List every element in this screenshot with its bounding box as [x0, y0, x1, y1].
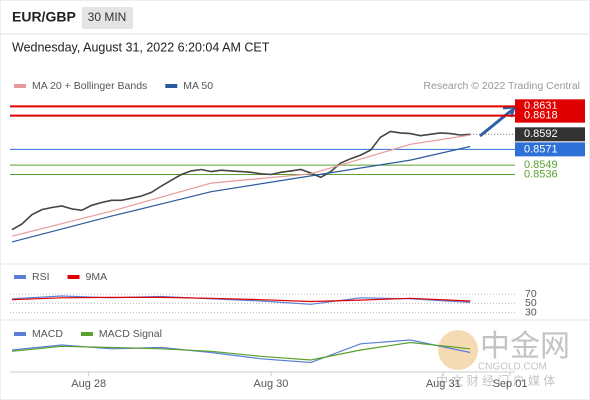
y-tick-label: 30 [525, 306, 537, 318]
y-tick-label: 70 [525, 288, 537, 300]
legend-label: MA 20 + Bollinger Bands [32, 80, 147, 92]
level-label: 0.8536 [524, 168, 558, 180]
legend-swatch [67, 275, 80, 279]
interval: 30 MIN [88, 10, 127, 24]
date: Wednesday, August 31, 2022 6:20:04 AM CE… [12, 40, 270, 54]
legend-label: MACD [32, 328, 63, 340]
series-line [11, 130, 471, 231]
symbol: EUR/GBP [12, 9, 76, 25]
x-tick-label: Sep 01 [493, 378, 528, 390]
legend-swatch [14, 332, 26, 336]
series-line [11, 134, 471, 237]
legend-swatch [14, 84, 26, 88]
x-tick-label: Aug 30 [254, 378, 289, 390]
series-line [11, 341, 471, 361]
last-price-box [515, 127, 585, 142]
legend-label: MA 50 [183, 80, 213, 92]
last-price-label: 0.8592 [524, 128, 558, 140]
credit: Research © 2022 Trading Central [423, 80, 580, 92]
legend-swatch [14, 275, 26, 279]
series-line [11, 295, 471, 305]
x-tick-label: Aug 31 [426, 378, 461, 390]
y-tick-label: 50 [525, 297, 537, 309]
level-label: 0.8571 [524, 143, 558, 155]
interval-badge [82, 7, 133, 29]
series-line [11, 296, 471, 303]
watermark-site: CNGOLD.COM [478, 362, 547, 373]
series-line [11, 145, 471, 243]
legend-label: MACD Signal [99, 328, 162, 340]
watermark-name: 中金网 [480, 330, 570, 363]
legend-swatch [80, 332, 93, 336]
watermark-slogan: 中 文 财 经 门 户 媒 体 [436, 373, 555, 388]
level-label: 0.8549 [524, 159, 558, 171]
legend-label: 9MA [86, 271, 108, 283]
watermark: 中金网 CNGOLD.COM 中 文 财 经 门 户 媒 体 [436, 330, 570, 388]
level-label: 0.8618 [524, 110, 558, 122]
legend-swatch [165, 84, 178, 88]
legend-label: RSI [32, 271, 50, 283]
level-label-box [515, 108, 585, 123]
level-label-box [515, 142, 585, 157]
x-tick-label: Aug 28 [71, 378, 106, 390]
